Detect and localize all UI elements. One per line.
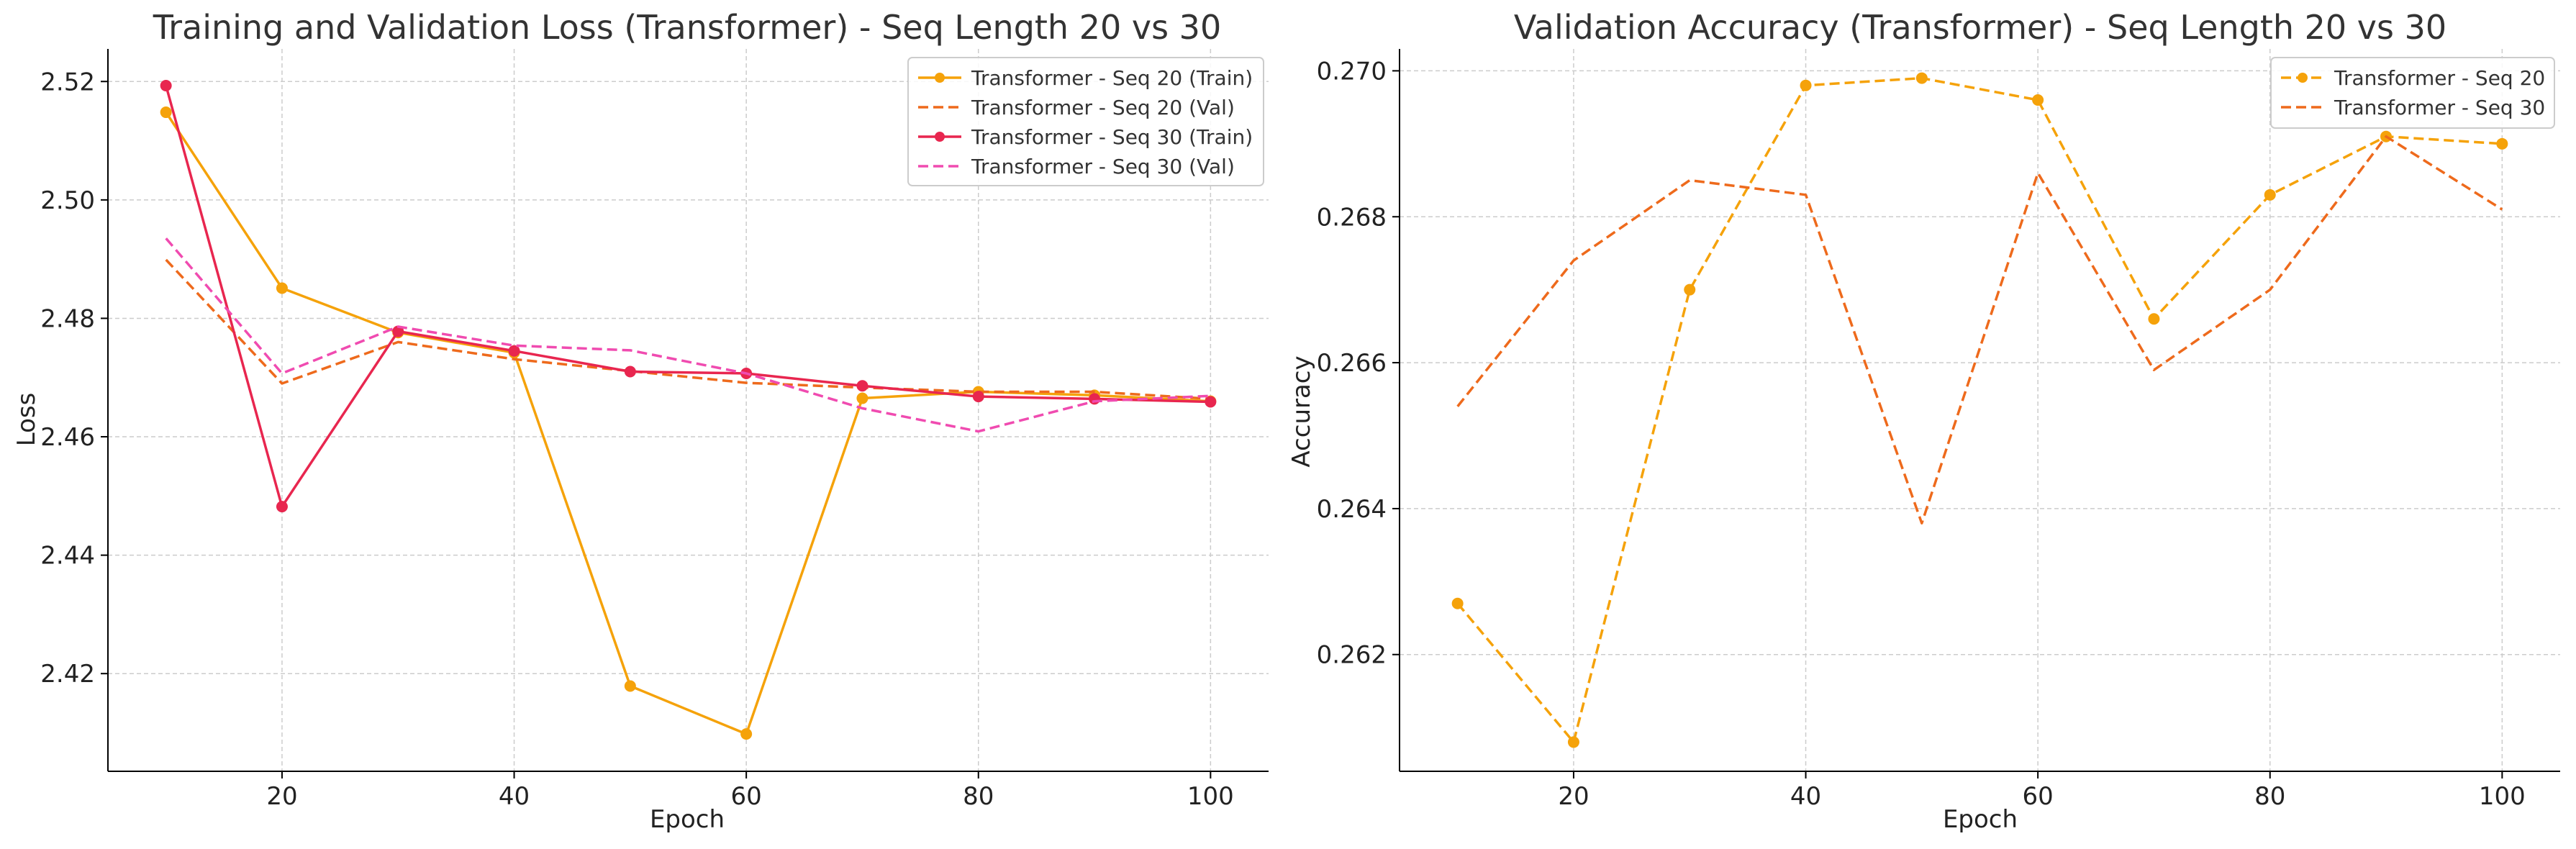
accuracy-data-point: [1915, 72, 1928, 84]
loss-data-point: [624, 366, 636, 378]
accuracy-legend-marker: [2298, 73, 2308, 83]
loss-series-0: [160, 106, 1217, 740]
loss-y-axis-label: Loss: [12, 393, 41, 447]
loss-data-point: [160, 106, 172, 119]
loss-legend-label: Transformer - Seq 20 (Val): [971, 96, 1235, 119]
accuracy-x-tick-label: 80: [2254, 782, 2285, 811]
accuracy-series-1: [1456, 135, 2503, 525]
loss-data-point: [624, 680, 636, 692]
loss-data-point: [1205, 396, 1217, 408]
loss-data-point: [276, 501, 288, 513]
accuracy-series-line: [1456, 76, 2503, 744]
accuracy-y-tick-label: 0.262: [1317, 641, 1387, 670]
loss-y-tick-label: 2.48: [40, 304, 95, 333]
loss-y-tick-label: 2.44: [40, 542, 95, 571]
accuracy-legend-label: Transformer - Seq 30: [2334, 96, 2545, 119]
loss-y-tick-label: 2.42: [40, 660, 95, 689]
loss-legend-marker: [935, 132, 945, 142]
loss-y-tick-label: 2.50: [40, 186, 95, 215]
loss-x-tick-label: 60: [731, 782, 762, 811]
accuracy-data-point: [1684, 283, 1696, 296]
loss-data-point: [1089, 393, 1101, 405]
loss-data-point: [856, 392, 869, 404]
loss-x-tick-label: 100: [1187, 782, 1234, 811]
loss-legend-label: Transformer - Seq 30 (Val): [971, 155, 1235, 178]
accuracy-x-tick-label: 40: [1790, 782, 1821, 811]
accuracy-series-line: [1456, 135, 2503, 525]
accuracy-data-point: [1567, 736, 1579, 748]
accuracy-chart-title: Validation Accuracy (Transformer) - Seq …: [1514, 8, 2446, 47]
accuracy-data-point: [1451, 597, 1464, 609]
loss-series-line: [165, 258, 1211, 401]
accuracy-legend: Transformer - Seq 20 Transformer - Seq 30: [2270, 57, 2555, 129]
loss-data-point: [740, 728, 753, 740]
loss-x-axis-label: Epoch: [650, 805, 725, 834]
loss-x-tick-label: 20: [266, 782, 297, 811]
accuracy-y-tick-label: 0.266: [1317, 349, 1387, 378]
accuracy-data-point: [2264, 189, 2276, 201]
loss-legend-box: [907, 57, 1264, 186]
loss-data-point: [392, 325, 404, 337]
loss-data-point: [276, 282, 288, 294]
accuracy-data-point: [1800, 79, 1812, 91]
accuracy-y-axis-label: Accuracy: [1287, 355, 1316, 467]
loss-series-1: [165, 258, 1211, 401]
loss-series-3: [165, 237, 1211, 433]
loss-chart-panel: Training and Validation Loss (Transforme…: [12, 8, 1269, 834]
accuracy-x-tick-label: 100: [2479, 782, 2526, 811]
loss-data-point: [508, 345, 520, 357]
loss-data-point: [856, 380, 869, 392]
accuracy-series-0: [1451, 72, 2508, 748]
loss-x-tick-label: 80: [963, 782, 994, 811]
loss-chart-title: Training and Validation Loss (Transforme…: [153, 8, 1221, 47]
accuracy-legend-label: Transformer - Seq 20: [2334, 66, 2545, 90]
accuracy-x-tick-label: 20: [1558, 782, 1589, 811]
accuracy-grid: [1400, 49, 2560, 771]
loss-legend: Transformer - Seq 20 (Train) Transformer …: [907, 57, 1264, 186]
loss-legend-label: Transformer - Seq 20 (Train): [971, 66, 1253, 90]
accuracy-x-axis-label: Epoch: [1943, 805, 2018, 834]
accuracy-y-tick-label: 0.264: [1317, 495, 1387, 524]
accuracy-data-point: [2148, 313, 2160, 325]
accuracy-y-tick-label: 0.268: [1317, 203, 1387, 232]
loss-series-line: [165, 237, 1211, 433]
loss-legend-label: Transformer - Seq 30 (Train): [971, 125, 1253, 149]
loss-y-tick-label: 2.46: [40, 423, 95, 452]
loss-legend-marker: [935, 73, 945, 83]
loss-y-tick-label: 2.52: [40, 68, 95, 96]
accuracy-data-point: [2496, 137, 2508, 150]
loss-x-tick-label: 40: [499, 782, 530, 811]
accuracy-x-tick-label: 60: [2023, 782, 2054, 811]
accuracy-y-tick-label: 0.270: [1317, 57, 1387, 86]
loss-data-point: [160, 80, 172, 92]
loss-data-point: [972, 391, 984, 403]
accuracy-legend-box: [2270, 57, 2555, 129]
accuracy-data-point: [2032, 94, 2044, 106]
loss-series-line: [165, 112, 1211, 735]
accuracy-chart-panel: Validation Accuracy (Transformer) - Seq …: [1287, 8, 2560, 834]
loss-series-line: [165, 85, 1211, 508]
